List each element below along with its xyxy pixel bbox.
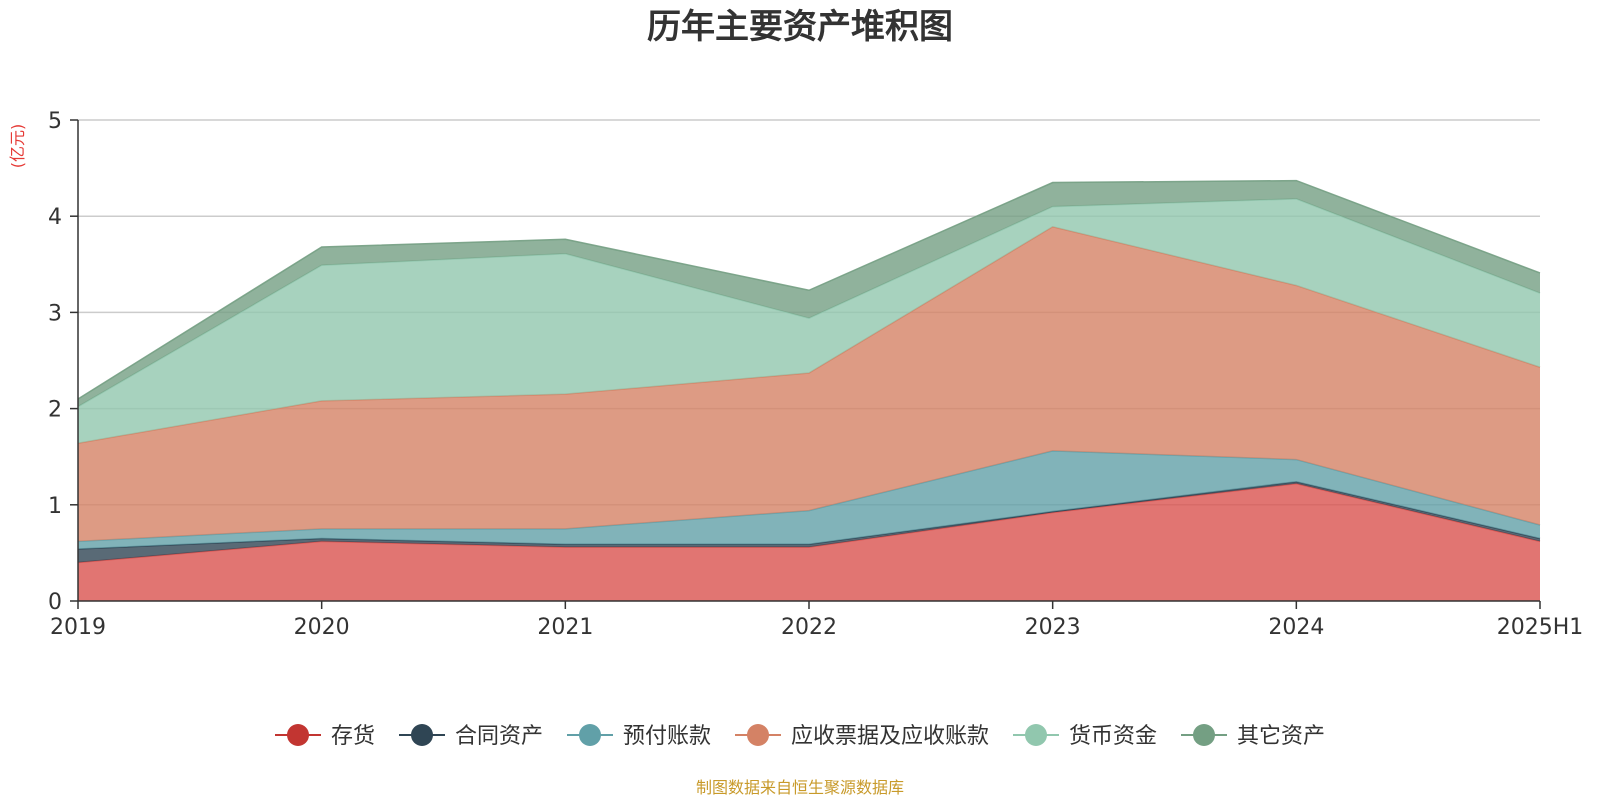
legend-item-6[interactable]: 其它资产 [1181,724,1325,749]
legend-marker [1193,724,1215,746]
legend-marker [579,724,601,746]
y-axis-unit-label: (亿元) [8,124,27,169]
legend-label: 预付账款 [623,724,711,749]
y-tick-label: 3 [48,301,62,326]
series-areas [77,179,1541,601]
legend-item-4[interactable]: 应收票据及应收账款 [735,724,989,749]
x-tick-label: 2023 [1025,615,1081,640]
series-6-line [77,179,1541,400]
y-tick-label: 0 [48,590,62,615]
legend-marker [1025,724,1047,746]
legend-label: 存货 [331,724,375,749]
legend-label: 合同资产 [455,724,543,749]
series-2-area [78,481,1540,563]
x-tick-label: 2021 [537,615,593,640]
series-1-area [78,483,1540,601]
y-tick-label: 1 [48,494,62,519]
x-tick-label: 2019 [50,615,106,640]
y-tick-labels: 0 1 2 3 4 5 [48,109,62,615]
legend-label: 货币资金 [1069,724,1157,749]
x-tick-label: 2020 [294,615,350,640]
x-tick-label: 2024 [1268,615,1324,640]
y-tick-label: 4 [48,205,62,230]
axes [70,119,1541,609]
legend-marker [747,724,769,746]
legend-label: 其它资产 [1237,724,1325,749]
legend-marker [287,724,309,746]
legend-label: 应收票据及应收账款 [791,724,989,749]
series-6-area [78,180,1540,407]
legend-item-2[interactable]: 合同资产 [399,724,543,749]
legend: 存货 合同资产 预付账款 应收票据及应收账款 货币资金 其它资产 [275,724,1325,749]
x-tick-label: 2025H1 [1497,615,1584,640]
y-tick-label: 5 [48,109,62,134]
legend-marker [411,724,433,746]
series-4-area [78,226,1540,542]
series-3-area [78,450,1540,550]
x-tick-labels: 2019 2020 2021 2022 2023 2024 2025H1 [50,615,1583,640]
chart-title: 历年主要资产堆积图 [647,7,953,47]
legend-item-5[interactable]: 货币资金 [1013,724,1157,749]
x-tick-label: 2022 [781,615,837,640]
legend-item-1[interactable]: 存货 [275,724,375,749]
data-source-note: 制图数据来自恒生聚源数据库 [696,778,904,797]
legend-item-3[interactable]: 预付账款 [567,724,711,749]
y-tick-label: 2 [48,398,62,423]
